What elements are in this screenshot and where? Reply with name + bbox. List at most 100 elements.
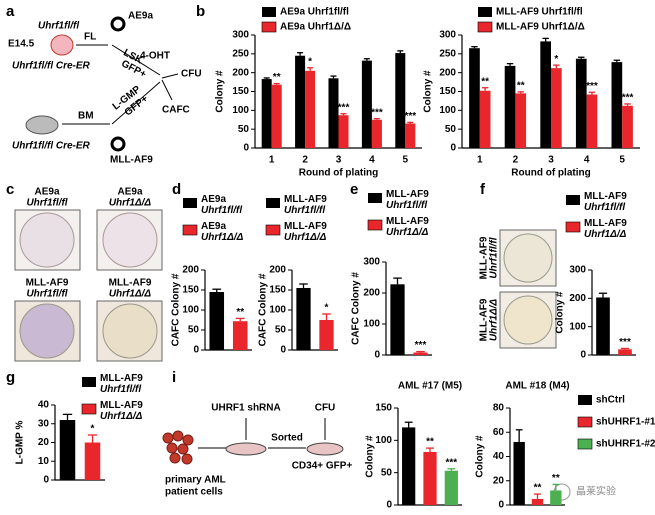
legend-line: MLL-AF9 <box>284 221 327 232</box>
y-tick-label: 200 <box>182 265 199 276</box>
error-bar <box>481 87 489 91</box>
y-tick-label: 0 <box>450 143 456 154</box>
bar <box>575 58 587 149</box>
error-bar <box>212 288 222 292</box>
significance-label: *** <box>415 340 427 351</box>
photo-label: AE9a <box>34 187 59 198</box>
legend-swatch <box>183 198 197 208</box>
y-tick-label: 100 <box>269 305 286 316</box>
error-bar <box>322 313 331 320</box>
y-tick-label: 300 <box>439 30 456 41</box>
x-tick-label: 4 <box>369 155 375 166</box>
x-tick-label: 5 <box>619 155 625 166</box>
significance-label: *** <box>619 337 631 348</box>
legend-swatch <box>368 193 382 203</box>
y-tick-label: 0 <box>243 143 249 154</box>
y-tick-label: 150 <box>232 86 249 97</box>
error-bar <box>471 46 478 49</box>
error-bar <box>235 317 245 322</box>
error-bar <box>373 117 380 120</box>
bar <box>59 420 76 480</box>
error-bar <box>517 91 524 94</box>
error-bar <box>87 434 98 443</box>
legend-line: AE9a <box>201 194 226 205</box>
bar <box>479 90 491 148</box>
legend-label: MLL-AF9 Uhrf1fl/fl <box>584 191 627 213</box>
y-tick-label: 250 <box>439 48 456 59</box>
legend-label: MLL-AF9 Uhrf1fl/fl <box>284 194 327 216</box>
legend-label: shCtrl <box>596 395 625 406</box>
legend-line: MLL-AF9 <box>386 189 429 200</box>
y-axis-title: Colony # <box>365 435 376 478</box>
legend-swatch <box>82 377 96 387</box>
error-bar <box>447 468 456 471</box>
y-tick-label: 60 <box>493 427 505 438</box>
arrow <box>111 44 161 76</box>
y-tick-label: 0 <box>580 350 586 361</box>
error-bar <box>307 67 314 71</box>
panel-label: d <box>172 181 181 198</box>
watermark: 晶莱实验 <box>553 483 616 501</box>
significance-label: ** <box>481 76 489 87</box>
legend-label: MLL-AF9 Uhrf1fl/fl <box>386 189 429 211</box>
significance-label: *** <box>622 93 634 104</box>
legend-label: shUHRF1-#1 <box>596 417 655 428</box>
error-bar <box>363 58 370 61</box>
bar <box>515 93 527 148</box>
legend-line: AE9a <box>201 221 226 232</box>
legend-label: MLL-AF9 Uhrf1Δ/Δ <box>496 22 585 33</box>
panel-a-diagram: Uhrf1fl/fl E14.5 Uhrf1fl/fl Cre-ER FL AE… <box>8 11 202 166</box>
dish <box>102 212 158 268</box>
dish <box>19 303 75 359</box>
photo-label: Uhrf1Δ/Δ <box>489 299 500 342</box>
significance-label: *** <box>371 107 383 118</box>
arrow <box>111 81 161 125</box>
panel-label: b <box>196 3 205 20</box>
mouse-line-label: Uhrf1fl/fl Cre-ER <box>12 61 91 72</box>
legend-label: shUHRF1-#2 <box>596 439 655 450</box>
arrow <box>161 79 173 101</box>
error-bar <box>588 91 596 95</box>
y-tick-label: 300 <box>569 265 586 276</box>
panel-c-photos: AE9a Uhrf1fl/fl AE9a Uhrf1Δ/Δ MLL-AF9 Uh… <box>14 187 163 362</box>
bar <box>405 123 416 148</box>
cells-label: primary AML <box>165 475 226 486</box>
x-tick-label: 2 <box>302 155 308 166</box>
legend-swatch <box>477 21 493 33</box>
bar <box>513 441 525 505</box>
y-tick-label: 300 <box>363 257 380 268</box>
bar <box>328 78 339 148</box>
legend-line: MLL-AF9 <box>584 218 627 229</box>
legend-label: AE9a Uhrf1Δ/Δ <box>201 221 244 243</box>
legend-label: MLL-AF9 Uhrf1Δ/Δ <box>584 218 627 240</box>
significance-label: ** <box>552 473 560 484</box>
y-tick-label: 50 <box>275 325 287 336</box>
legend-line: MLL-AF9 <box>386 216 429 227</box>
virus-label: MLL-AF9 <box>110 155 153 166</box>
sorted-label: Sorted <box>271 433 303 444</box>
legend-swatch <box>577 438 593 450</box>
bar <box>361 60 372 148</box>
bar <box>550 490 562 505</box>
y-tick-label: 200 <box>232 67 249 78</box>
x-axis-title: Round of plating <box>299 168 378 179</box>
error-bar <box>416 350 425 353</box>
legend-line: Uhrf1fl/fl <box>201 205 242 216</box>
significance-label: ** <box>517 81 525 92</box>
cells-label: patient cells <box>165 487 223 498</box>
x-tick-label: 2 <box>513 155 519 166</box>
bar <box>504 65 516 148</box>
legend-line: Uhrf1fl/fl <box>386 200 427 211</box>
legend-swatch <box>566 195 580 205</box>
error-bar <box>273 82 280 85</box>
population-label: CD34+ GFP+ <box>292 461 353 472</box>
age-label: E14.5 <box>8 39 35 50</box>
error-bar <box>553 64 560 69</box>
y-axis-title: CAFC Colony # <box>171 273 182 346</box>
error-bar <box>426 447 434 452</box>
y-tick-label: 150 <box>182 285 199 296</box>
bar <box>531 498 544 505</box>
genotype-label: Uhrf1fl/fl <box>38 21 79 32</box>
dish <box>102 303 158 359</box>
legend-line: Uhrf1Δ/Δ <box>100 411 143 422</box>
